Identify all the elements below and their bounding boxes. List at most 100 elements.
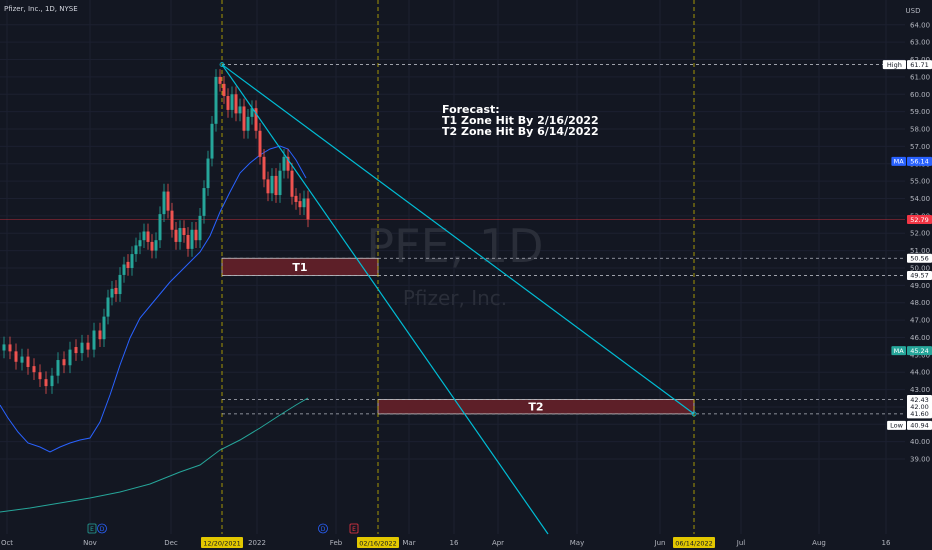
candle — [32, 358, 36, 381]
candle-body — [294, 195, 298, 202]
price-tick-label: 46.00 — [910, 334, 930, 342]
ma-long-line — [0, 397, 309, 513]
candle — [14, 343, 18, 370]
price-label-value: 40.94 — [910, 422, 929, 430]
candle-body — [20, 356, 24, 363]
candle-body — [154, 240, 158, 251]
candle — [278, 162, 282, 203]
candle-body — [110, 288, 114, 298]
price-tick-label: 54.00 — [910, 195, 930, 203]
time-axis: Oct Nov Dec 2022 Feb Mar 16 Apr May Jun Jul Aug 16 12… — [1, 537, 891, 548]
guide-lines — [0, 0, 905, 534]
candle — [92, 322, 96, 358]
candle-body — [114, 287, 118, 295]
price-tick-label: 48.00 — [910, 299, 930, 307]
candle-body — [214, 76, 218, 124]
price-label: 49.57 — [907, 270, 932, 280]
candle — [166, 183, 170, 219]
candle — [198, 208, 202, 249]
candle-body — [146, 231, 150, 242]
candle — [182, 220, 186, 243]
candle-body — [62, 359, 66, 366]
time-tick-label: 16 — [450, 539, 459, 547]
candle — [74, 339, 78, 361]
time-tick-label: Jul — [736, 539, 746, 547]
watermark-ticker: PFE, 1D — [366, 219, 543, 273]
zone-t1[interactable]: T1 — [221, 257, 379, 276]
time-tick-label: Dec — [164, 539, 178, 547]
candle — [214, 69, 218, 132]
price-label-value: 45.24 — [910, 347, 929, 355]
price-tick-label: 43.00 — [910, 386, 930, 394]
forecast-note: Forecast: T1 Zone Hit By 2/16/2022 T2 Zo… — [442, 103, 599, 138]
price-tick-label: 50.00 — [910, 264, 930, 272]
price-label: MA 56.14 — [891, 156, 932, 166]
candle — [170, 202, 174, 238]
candle-body — [194, 229, 198, 241]
candle-body — [206, 158, 210, 189]
candle-body — [210, 123, 214, 159]
price-tick-label: 63.00 — [910, 39, 930, 47]
candle-body — [92, 330, 96, 350]
earnings-marker[interactable]: E — [87, 523, 97, 534]
candle-body — [302, 198, 306, 208]
dividend-marker[interactable]: D — [318, 523, 328, 534]
price-tick-label: 39.00 — [910, 456, 930, 464]
price-tick-label: 59.00 — [910, 108, 930, 116]
forecast-note-title: Forecast: — [442, 103, 500, 116]
price-label-box — [907, 215, 932, 225]
candle-body — [44, 379, 48, 387]
candle — [102, 308, 106, 348]
forecast-note-t2: T2 Zone Hit By 6/14/2022 — [442, 125, 599, 138]
time-highlight-label: 06/14/2022 — [673, 537, 715, 548]
candle — [190, 221, 194, 257]
price-tick-label: 40.00 — [910, 438, 930, 446]
price-label-value: 56.14 — [910, 158, 929, 166]
price-label: MA 45.24 — [891, 346, 932, 356]
price-tick-label: 64.00 — [910, 21, 930, 29]
zone-t2[interactable]: T2 — [377, 399, 695, 415]
candle-body — [150, 241, 154, 251]
candle — [186, 227, 190, 257]
price-label: 42.43 — [907, 394, 932, 404]
candle — [118, 267, 122, 302]
candle — [106, 289, 110, 325]
candle-body — [218, 76, 222, 84]
candle — [210, 115, 214, 167]
candle-body — [102, 316, 106, 340]
candle — [26, 348, 30, 375]
candle — [146, 223, 150, 250]
price-label-tag: MA — [894, 347, 905, 355]
candle-body — [126, 261, 130, 268]
candle-body — [8, 344, 12, 352]
candle-body — [98, 330, 102, 340]
candle-body — [262, 156, 266, 180]
candle — [50, 367, 54, 394]
time-tick-label: 2022 — [248, 539, 266, 547]
dividend-marker[interactable]: D — [97, 523, 107, 534]
candle — [158, 206, 162, 249]
time-highlight-text: 12/20/2021 — [203, 540, 240, 548]
candle-body — [234, 94, 238, 114]
time-tick-label: Nov — [83, 539, 97, 547]
candle-body — [170, 210, 174, 230]
candle — [246, 109, 250, 139]
trendlines[interactable] — [219, 62, 697, 535]
candle — [38, 364, 42, 387]
price-tick-label: 60.00 — [910, 91, 930, 99]
price-label-box — [907, 156, 932, 166]
candle — [222, 76, 226, 104]
trendline-t1 — [221, 64, 549, 535]
candle — [110, 281, 114, 306]
candle-body — [122, 264, 126, 275]
candle — [306, 190, 310, 228]
candle-body — [50, 375, 54, 387]
candle — [62, 351, 66, 374]
candle-body — [242, 106, 246, 131]
earnings-marker[interactable]: E — [349, 523, 359, 534]
candle-body — [2, 344, 6, 351]
marker-circle — [97, 523, 107, 534]
